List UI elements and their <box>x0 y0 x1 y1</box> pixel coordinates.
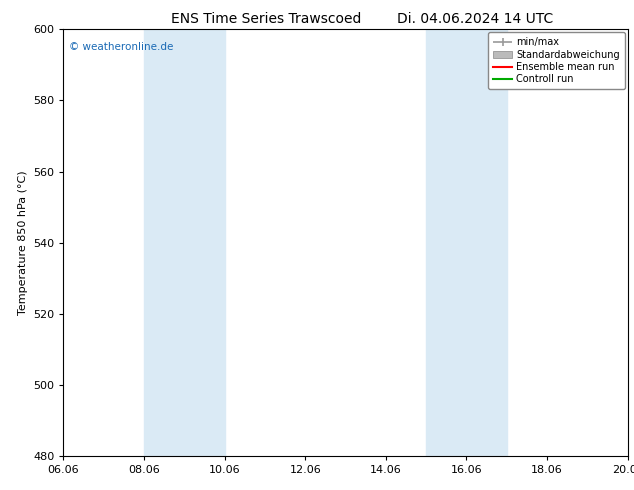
Bar <box>144 29 224 456</box>
Y-axis label: Temperature 850 hPa (°C): Temperature 850 hPa (°C) <box>18 170 27 315</box>
Text: ENS Time Series Trawscoed: ENS Time Series Trawscoed <box>171 12 361 26</box>
Legend: min/max, Standardabweichung, Ensemble mean run, Controll run: min/max, Standardabweichung, Ensemble me… <box>488 32 624 89</box>
Text: © weatheronline.de: © weatheronline.de <box>69 42 174 52</box>
Text: Di. 04.06.2024 14 UTC: Di. 04.06.2024 14 UTC <box>398 12 553 26</box>
Bar <box>426 29 507 456</box>
